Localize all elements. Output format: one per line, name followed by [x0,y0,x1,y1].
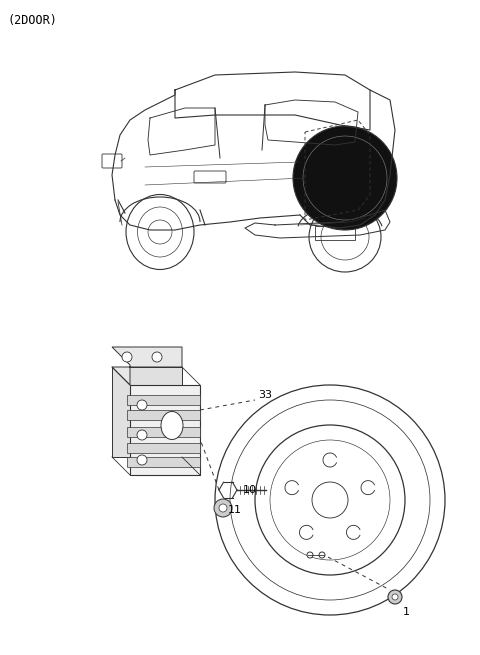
FancyBboxPatch shape [194,171,226,183]
Circle shape [307,552,313,558]
Bar [127,410,200,420]
Text: 1: 1 [403,607,410,617]
Circle shape [152,352,162,362]
Circle shape [137,400,147,410]
Ellipse shape [161,411,183,440]
Circle shape [392,594,398,600]
Text: 33: 33 [258,390,272,400]
Polygon shape [112,347,182,385]
Text: 10: 10 [243,485,257,495]
Bar [127,395,200,405]
Bar [112,367,182,457]
Text: 11: 11 [228,505,242,515]
Circle shape [388,590,402,604]
Text: (2DOOR): (2DOOR) [8,14,58,27]
Bar [315,226,355,240]
Circle shape [293,126,397,230]
Circle shape [137,430,147,440]
Circle shape [219,504,227,512]
Bar [127,427,200,437]
Circle shape [214,499,232,517]
Circle shape [137,455,147,465]
Circle shape [122,352,132,362]
Bar [127,443,200,453]
Bar [130,385,200,475]
Bar [127,457,200,467]
FancyBboxPatch shape [102,154,122,168]
Circle shape [319,552,325,558]
